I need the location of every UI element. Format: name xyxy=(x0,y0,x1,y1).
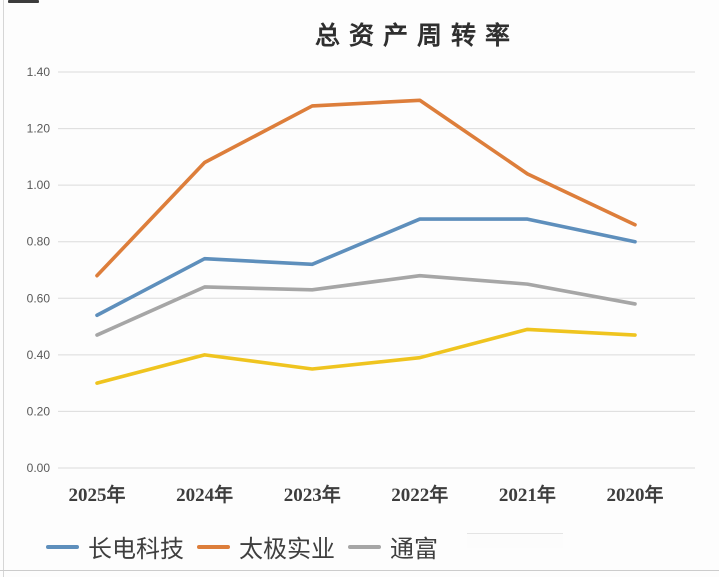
x-axis-tick-label: 2023年 xyxy=(284,483,341,506)
legend-erased-area xyxy=(467,533,563,548)
y-axis-tick-label: 0.80 xyxy=(27,235,51,249)
legend-label: 太极实业 xyxy=(239,537,335,563)
y-axis-tick-label: 1.20 xyxy=(27,122,51,136)
series-line-长电科技 xyxy=(95,217,637,318)
series-line-unlabeled-yellow xyxy=(95,327,637,385)
legend-item-tongfu: 通富 xyxy=(348,529,438,564)
page-edge-left xyxy=(3,0,4,577)
x-axis-tick-label: 2020年 xyxy=(606,483,663,506)
y-axis-tick-label: 0.20 xyxy=(27,404,51,418)
x-axis-tick-label: 2021年 xyxy=(499,483,556,506)
y-axis-tick-label: 1.00 xyxy=(27,178,51,192)
y-axis-tick-label: 0.60 xyxy=(27,291,51,305)
legend-dash-orange-icon xyxy=(197,544,230,549)
legend-label: 长电科技 xyxy=(88,537,184,563)
page-edge-bottom xyxy=(0,570,719,571)
legend-dash-blue-icon xyxy=(46,544,79,549)
y-axis-tick-label: 0.40 xyxy=(27,348,51,362)
legend-label: 通富 xyxy=(390,537,438,563)
x-axis-tick-label: 2025年 xyxy=(68,483,125,506)
chart-title: 总资产周转率 xyxy=(314,23,519,50)
x-axis-tick-label: 2024年 xyxy=(176,483,233,506)
top-left-edge-artifact xyxy=(8,0,39,3)
y-axis-tick-label: 0.00 xyxy=(27,461,51,475)
series-line-通富 xyxy=(95,273,637,337)
legend-item-changdian: 长电科技 xyxy=(46,529,184,564)
y-axis-tick-label: 1.40 xyxy=(27,65,51,79)
legend-item-taiji: 太极实业 xyxy=(197,529,335,564)
legend-dash-gray-icon xyxy=(348,544,381,549)
series-line-太极实业 xyxy=(95,98,637,278)
x-axis-tick-label: 2022年 xyxy=(391,483,448,506)
chart-legend: 长电科技 太极实业 通富 xyxy=(46,529,438,564)
